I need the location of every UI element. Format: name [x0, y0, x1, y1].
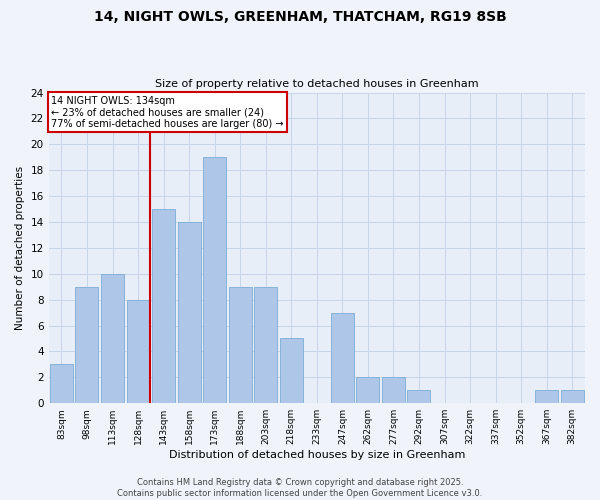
Bar	[229, 286, 252, 403]
Bar	[203, 158, 226, 403]
Bar	[76, 286, 98, 403]
Text: 14, NIGHT OWLS, GREENHAM, THATCHAM, RG19 8SB: 14, NIGHT OWLS, GREENHAM, THATCHAM, RG19…	[94, 10, 506, 24]
Bar	[356, 378, 379, 403]
Bar	[178, 222, 200, 403]
Title: Size of property relative to detached houses in Greenham: Size of property relative to detached ho…	[155, 79, 479, 89]
Bar	[535, 390, 558, 403]
Bar	[127, 300, 149, 403]
Bar	[407, 390, 430, 403]
X-axis label: Distribution of detached houses by size in Greenham: Distribution of detached houses by size …	[169, 450, 465, 460]
Bar	[331, 312, 354, 403]
Bar	[101, 274, 124, 403]
Bar	[382, 378, 405, 403]
Bar	[50, 364, 73, 403]
Bar	[561, 390, 584, 403]
Bar	[254, 286, 277, 403]
Text: 14 NIGHT OWLS: 134sqm
← 23% of detached houses are smaller (24)
77% of semi-deta: 14 NIGHT OWLS: 134sqm ← 23% of detached …	[52, 96, 284, 129]
Text: Contains HM Land Registry data © Crown copyright and database right 2025.
Contai: Contains HM Land Registry data © Crown c…	[118, 478, 482, 498]
Y-axis label: Number of detached properties: Number of detached properties	[15, 166, 25, 330]
Bar	[280, 338, 303, 403]
Bar	[152, 209, 175, 403]
